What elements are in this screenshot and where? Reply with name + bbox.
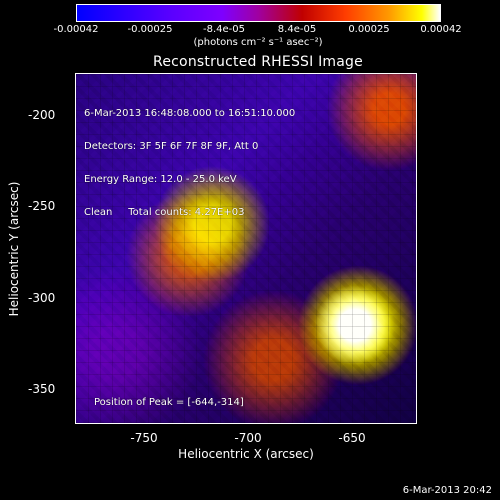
colorbar-tick-1: -0.00042 xyxy=(53,24,99,35)
observation-info-line-4: Clean Total counts: 4.27E+03 xyxy=(84,207,245,218)
peak-position: Position of Peak = [-644,-314] xyxy=(94,397,244,408)
colorbar-units: (photons cm⁻² s⁻¹ asec⁻²) xyxy=(193,37,323,48)
y-tick-200: -200 xyxy=(28,108,56,122)
colorbar xyxy=(76,4,441,22)
colorbar-tick-4: 8.4e-05 xyxy=(277,24,317,35)
x-tick-700: -700 xyxy=(234,431,262,445)
y-tick-300: -300 xyxy=(28,291,56,305)
x-tick-650: -650 xyxy=(338,431,366,445)
x-tick-750: -750 xyxy=(130,431,158,445)
image-heatmap xyxy=(76,74,416,423)
observation-info-line-3: Energy Range: 12.0 - 25.0 keV xyxy=(84,174,237,185)
render-timestamp: 6-Mar-2013 20:42 xyxy=(402,485,492,496)
colorbar-tick-5: 0.00025 xyxy=(348,24,390,35)
colorbar-tick-3: -8.4e-05 xyxy=(203,24,245,35)
observation-info-line-1: 6-Mar-2013 16:48:08.000 to 16:51:10.000 xyxy=(84,108,296,119)
plot-title: Reconstructed RHESSI Image xyxy=(153,54,363,70)
observation-info-line-2: Detectors: 3F 5F 6F 7F 8F 9F, Att 0 xyxy=(84,141,259,152)
y-tick-250: -250 xyxy=(28,199,56,213)
y-axis-label: Heliocentric Y (arcsec) xyxy=(7,181,21,317)
x-axis-label: Heliocentric X (arcsec) xyxy=(178,447,314,461)
rhessi-image: 6-Mar-2013 16:48:08.000 to 16:51:10.000 … xyxy=(75,73,417,424)
observation-info: 6-Mar-2013 16:48:08.000 to 16:51:10.000 … xyxy=(84,86,295,240)
y-tick-350: -350 xyxy=(28,382,56,396)
colorbar-tick-2: -0.00025 xyxy=(127,24,173,35)
colorbar-tick-6: 0.00042 xyxy=(420,24,462,35)
